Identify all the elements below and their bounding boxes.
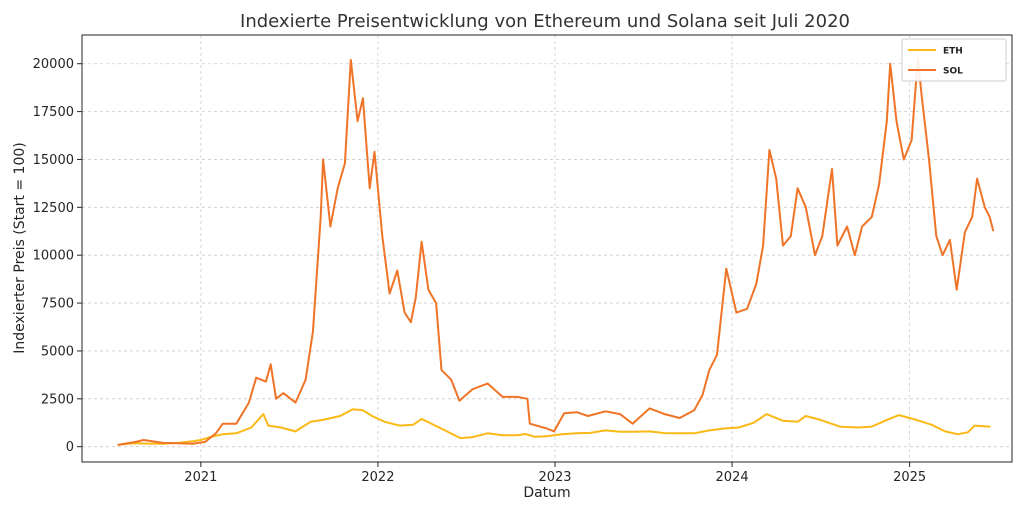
series-layer xyxy=(117,57,995,446)
y-tick-label: 12500 xyxy=(33,201,74,216)
y-tick-label: 20000 xyxy=(33,57,74,72)
x-tick-label: 2024 xyxy=(716,470,749,485)
y-axis-label: Indexierter Preis (Start = 100) xyxy=(12,142,28,353)
legend-label-sol: SOL xyxy=(943,67,963,77)
y-tick-label: 15000 xyxy=(33,153,74,168)
y-tick-label: 17500 xyxy=(33,105,74,120)
y-tick-label: 10000 xyxy=(33,249,74,264)
series-line-eth xyxy=(117,408,991,446)
y-tick-label: 5000 xyxy=(41,344,74,359)
y-axis: 0 2500 5000 7500 10000 12500 15000 17500 20000 xyxy=(33,57,82,455)
x-tick-label: 2021 xyxy=(184,470,217,485)
x-axis-label: Datum xyxy=(523,485,570,501)
plot-frame xyxy=(81,34,1013,463)
x-tick-label: 2022 xyxy=(361,470,394,485)
x-axis: 2021 2022 2023 2024 2025 xyxy=(184,462,926,485)
x-tick-label: 2025 xyxy=(893,470,926,485)
x-tick-label: 2023 xyxy=(538,470,571,485)
y-tick-label: 7500 xyxy=(41,297,74,312)
chart-title: Indexierte Preisentwicklung von Ethereum… xyxy=(240,11,850,32)
legend-label-eth: ETH xyxy=(943,47,963,57)
y-tick-label: 0 xyxy=(66,440,74,455)
y-tick-label: 2500 xyxy=(41,392,74,407)
series-line-sol xyxy=(117,57,995,446)
grid xyxy=(82,35,1012,462)
legend: ETH SOL xyxy=(901,38,1007,82)
